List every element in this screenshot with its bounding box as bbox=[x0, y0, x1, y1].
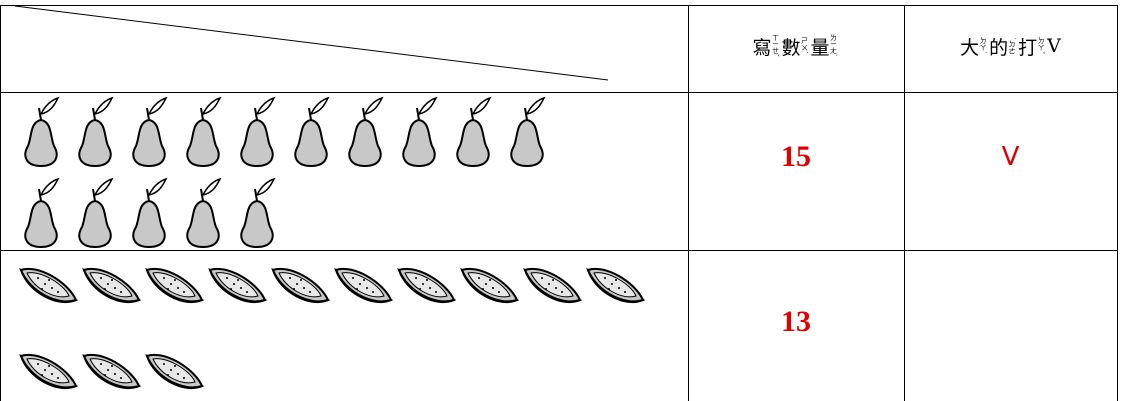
watermelon-icon bbox=[83, 353, 140, 390]
pear-icon bbox=[240, 178, 275, 248]
watermelon-icon bbox=[587, 267, 644, 304]
header-count: 寫ㄒㄧㄝˇ 數ㄕㄨˋ 量ㄌㄧㄤˋ bbox=[688, 0, 904, 92]
watermelon-icon bbox=[146, 353, 203, 390]
header-char: 量ㄌㄧㄤˋ bbox=[811, 33, 840, 60]
watermelon-icon bbox=[83, 267, 140, 304]
header-char: 數ㄕㄨˋ bbox=[781, 33, 810, 60]
header-char: V bbox=[1047, 35, 1061, 57]
count: 13 bbox=[781, 305, 811, 338]
char: 寫 bbox=[752, 36, 772, 59]
char: 的 bbox=[989, 36, 1009, 59]
zhuyin: ˙ㄉㄜ bbox=[1008, 37, 1017, 55]
pear-icon bbox=[456, 97, 491, 167]
zhuyin: ㄉㄚˇ bbox=[1037, 37, 1046, 55]
header-bigger: 大ㄉㄚˋ 的 ˙ㄉㄜ打ㄉㄚˇ V bbox=[904, 0, 1117, 92]
zhuyin: ㄒㄧㄝˇ bbox=[771, 34, 780, 58]
watermelon-icon bbox=[398, 267, 455, 304]
zhuyin: ㄌㄧㄤˋ bbox=[829, 34, 838, 58]
pear-icon bbox=[510, 97, 545, 167]
watermelon-icon bbox=[20, 353, 77, 390]
pear-icon bbox=[24, 97, 60, 167]
header-char: 的 ˙ㄉㄜ bbox=[989, 33, 1018, 60]
pear-icon bbox=[186, 178, 221, 248]
pear-icon bbox=[348, 97, 383, 167]
char: 數 bbox=[781, 36, 801, 59]
watermelon-icon bbox=[20, 267, 77, 304]
pear-icon bbox=[78, 178, 113, 248]
watermelon-icon bbox=[272, 267, 329, 304]
header-char: 大ㄉㄚˋ bbox=[960, 33, 989, 60]
zhuyin: ㄕㄨˋ bbox=[800, 37, 809, 55]
pear-icon bbox=[132, 178, 167, 248]
header-char: 寫ㄒㄧㄝˇ bbox=[752, 33, 781, 60]
pear-icon bbox=[402, 97, 437, 167]
watermelon-icon bbox=[524, 267, 581, 304]
pear-icon bbox=[78, 97, 113, 167]
pear-icon bbox=[24, 178, 60, 248]
char: 大 bbox=[960, 36, 980, 59]
watermelon-icon bbox=[335, 267, 392, 304]
check-mark: V bbox=[1001, 142, 1020, 172]
pear-icon bbox=[186, 97, 221, 167]
watermelon-icon bbox=[461, 267, 518, 304]
char: 量 bbox=[810, 36, 830, 59]
watermelon-icon bbox=[146, 267, 203, 304]
char: 打 bbox=[1018, 36, 1038, 59]
pear-icon bbox=[240, 97, 275, 167]
count: 15 bbox=[781, 140, 811, 173]
char: V bbox=[1047, 35, 1061, 57]
watermelon-icon bbox=[209, 267, 266, 304]
pear-icon bbox=[132, 97, 167, 167]
pear-icon bbox=[294, 97, 329, 167]
zhuyin: ㄉㄚˋ bbox=[979, 37, 988, 55]
header-char: 打ㄉㄚˇ bbox=[1018, 33, 1047, 60]
